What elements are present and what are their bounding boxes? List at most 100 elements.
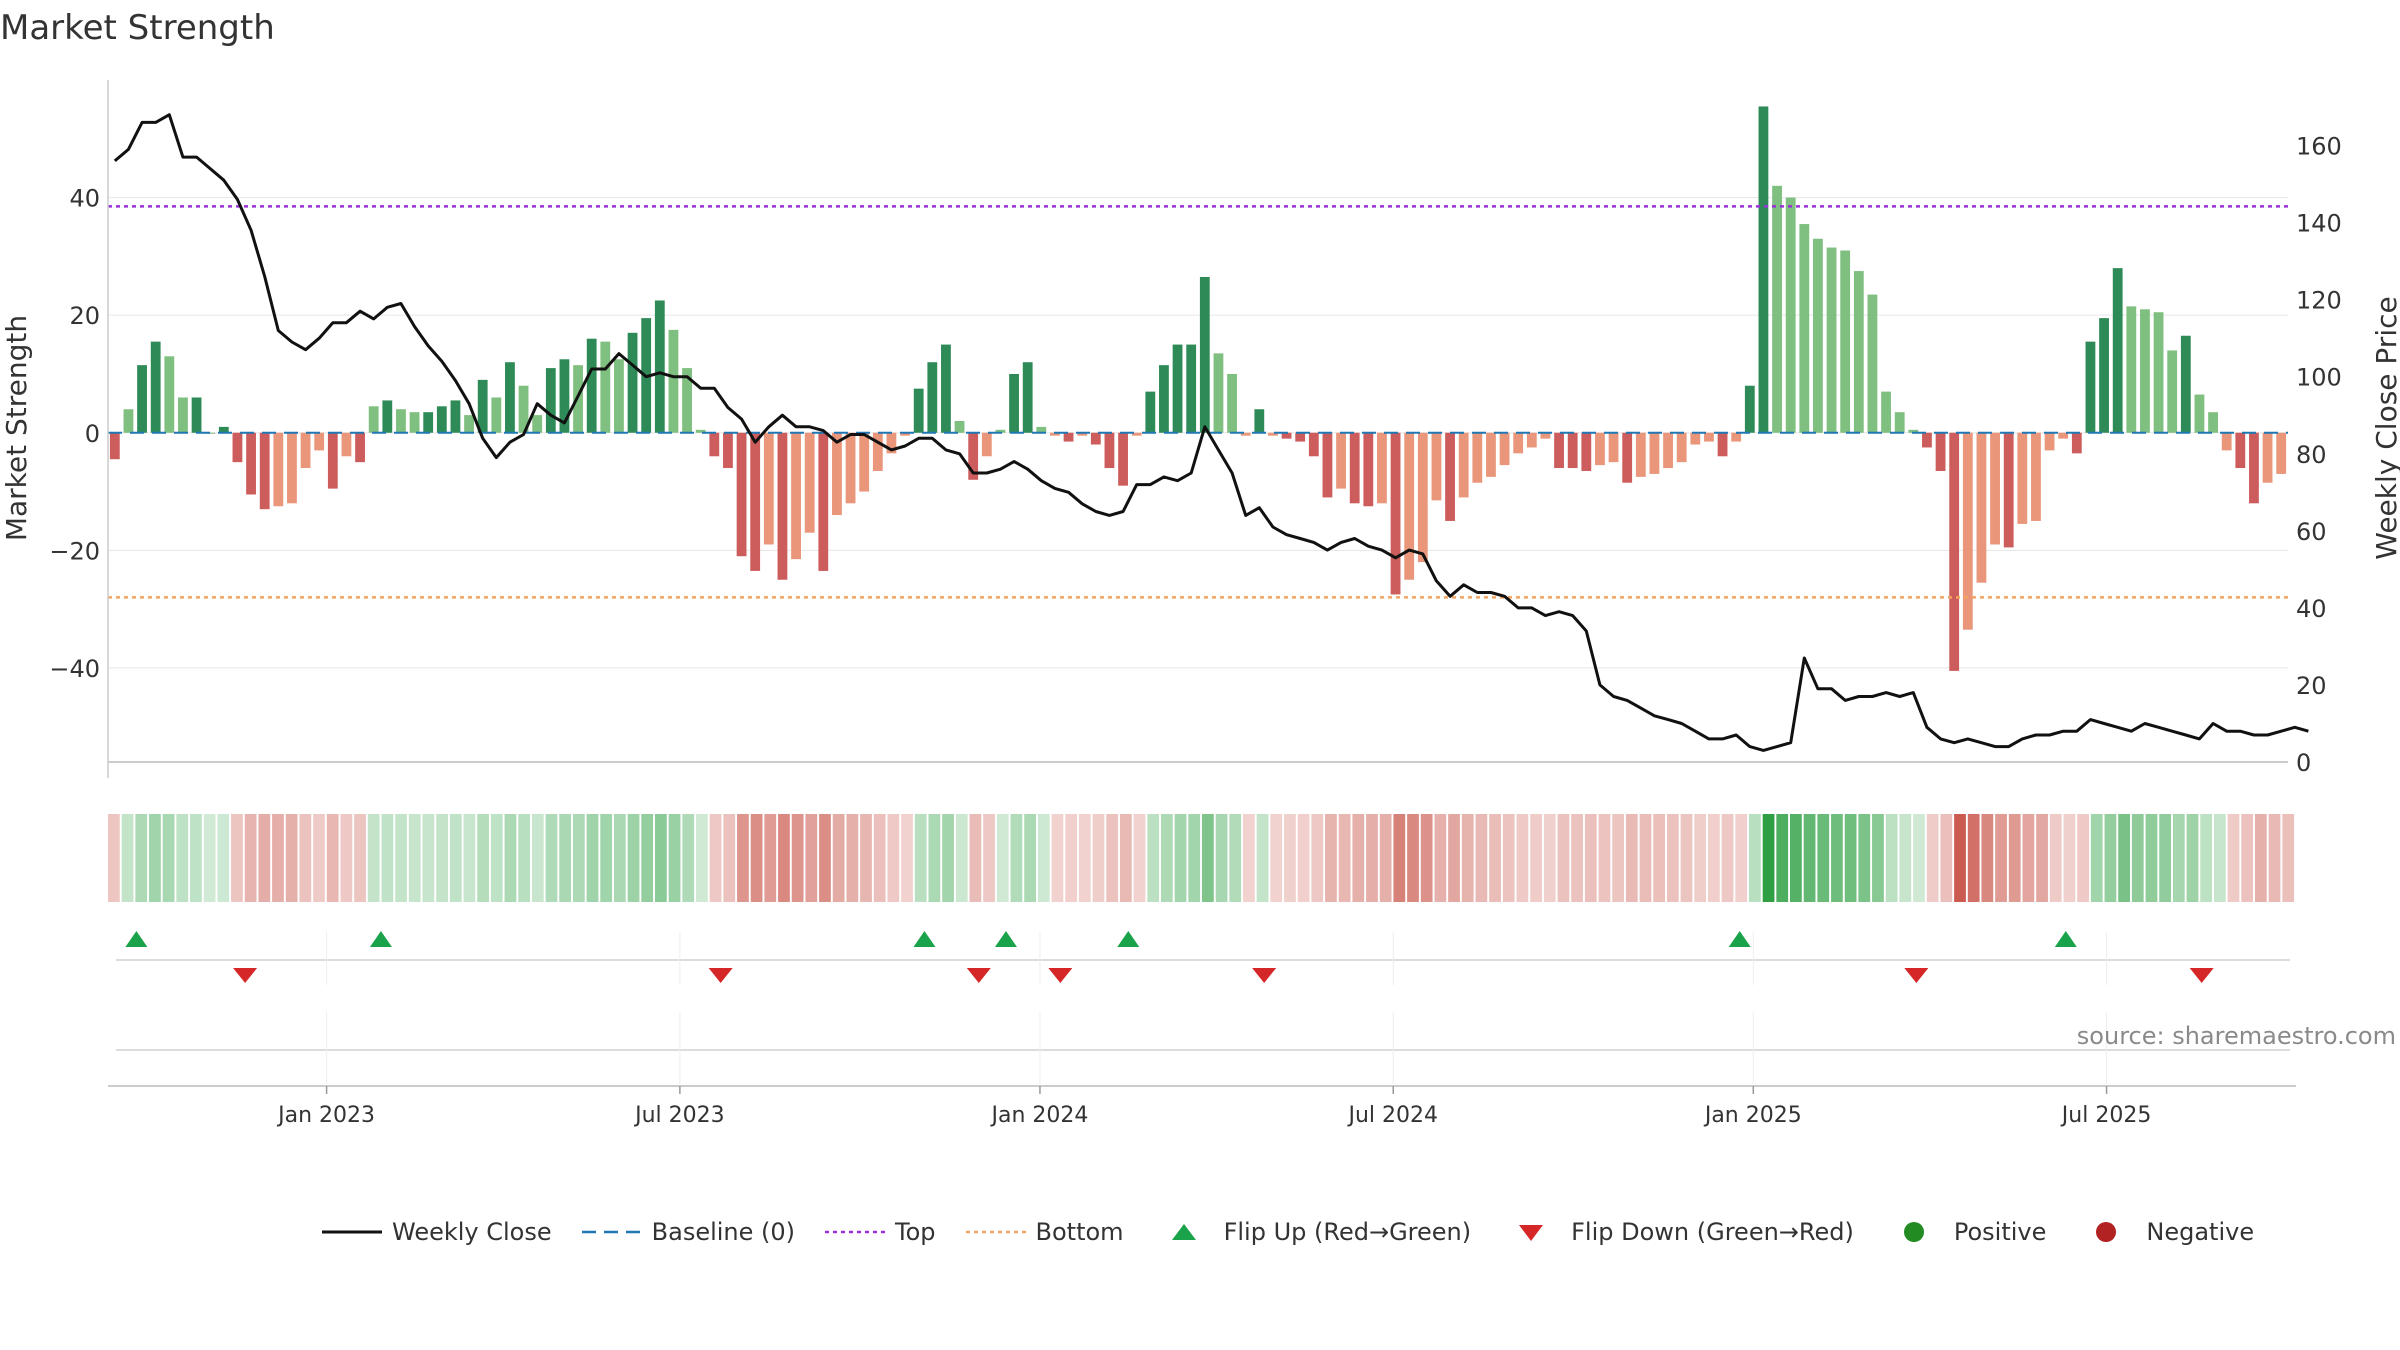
heat-cell [1229,814,1242,902]
strength-bar [123,409,134,433]
heat-cell [1666,814,1679,902]
strength-bar [723,432,733,469]
strength-bar [259,432,270,510]
heat-cell [819,814,831,902]
strength-bar [818,432,829,571]
heat-cell [531,814,544,902]
strength-bar [804,432,815,533]
strength-bar [1935,432,1946,471]
strength-bar [2153,312,2164,433]
heat-cell [135,814,148,902]
heat-cell [2049,814,2062,902]
heat-cell [1831,814,1843,902]
heat-cell [1092,814,1105,902]
heat-cell [1202,814,1214,902]
strength-bar [1813,238,1823,433]
strength-bar [1867,294,1878,433]
strength-bar [2140,309,2150,433]
y2-tick-label: 100 [2296,364,2342,392]
strength-bar [954,421,965,433]
heat-cell [1475,814,1488,902]
legend-item-flip-down: Flip Down (Green→Red) [1499,1217,1854,1247]
strength-bars-layer [109,106,2287,671]
strength-bar [1268,432,1278,436]
legend-label: Top [895,1218,936,1246]
strength-bar [232,432,243,463]
heat-cell [1612,814,1625,902]
strength-bar [1540,432,1551,439]
heat-cell [1598,814,1611,902]
heat-cell [381,814,394,902]
heat-cell [1557,814,1570,902]
strength-bar [900,432,910,436]
heat-cell [901,814,913,902]
strength-bar [2276,432,2287,474]
y2-tick-label: 140 [2296,210,2342,238]
chart-title: Market Strength [0,8,275,48]
heat-cell [340,814,353,902]
heat-cell [600,814,613,902]
strength-heat-strip [108,814,2295,902]
heat-cell [832,814,845,902]
legend-item-bottom: Bottom [964,1217,1124,1247]
legend-label: Weekly Close [392,1218,552,1246]
strength-bar [695,429,706,433]
heat-cell [1776,814,1789,902]
heat-cell [641,814,654,902]
flip-up-marker [1117,931,1140,947]
heat-cell [1707,814,1720,902]
heat-cell [682,814,695,902]
y-tick-label: −20 [49,537,100,565]
heat-cell [1940,814,1953,902]
heat-cell [1366,814,1378,902]
heat-cell [1872,814,1884,902]
strength-bar [1976,432,1987,583]
heat-cell [1516,814,1529,902]
legend-item-close: Weekly Close [320,1217,552,1247]
heat-cell [723,814,736,902]
heat-cell [1297,814,1310,902]
heat-cell [1256,814,1269,902]
legend: Weekly Close Baseline (0) Top Bottom Flip Up… [320,1212,2282,1252]
heat-cell [2282,814,2295,902]
strength-bar [2003,432,2014,548]
heat-cell [1885,814,1898,902]
heat-cell [1913,814,1925,902]
strength-bar [545,368,556,433]
strength-bar [164,356,175,433]
heat-cell [1243,814,1255,902]
strength-bar [1172,344,1183,433]
strength-bar [2180,335,2191,433]
heat-cell [313,814,325,902]
heat-cell [1311,814,1324,902]
heat-cell [1024,814,1036,902]
heat-cell [1571,814,1583,902]
strength-bar [1962,432,1973,630]
strength-bar [941,344,951,433]
strength-bar [1663,432,1673,469]
strength-bar [763,432,774,545]
strength-bar [1622,432,1633,483]
heat-cell [1489,814,1501,902]
strength-bar [218,426,229,433]
heat-cell [1352,814,1365,902]
strength-bar [1554,432,1564,469]
heat-cell [1749,814,1761,902]
strength-bar [450,400,461,433]
y-axis-label: Market Strength [0,315,33,541]
heat-cell [2131,814,2144,902]
heat-cell [176,814,189,902]
legend-symbol-negative [2074,1217,2138,1247]
weekly-close-layer [113,113,2309,752]
heat-cell [613,814,626,902]
strength-bar [1077,432,1088,436]
y2-tick-label: 60 [2296,518,2327,546]
heat-cell [1215,814,1228,902]
heat-cell [2008,814,2021,902]
legend-label: Positive [1953,1218,2047,1246]
strength-bar [2085,341,2096,433]
legend-item-top: Top [823,1217,936,1247]
strength-bar [2221,432,2232,451]
strength-bar [995,429,1006,433]
strength-bar [1377,432,1387,504]
